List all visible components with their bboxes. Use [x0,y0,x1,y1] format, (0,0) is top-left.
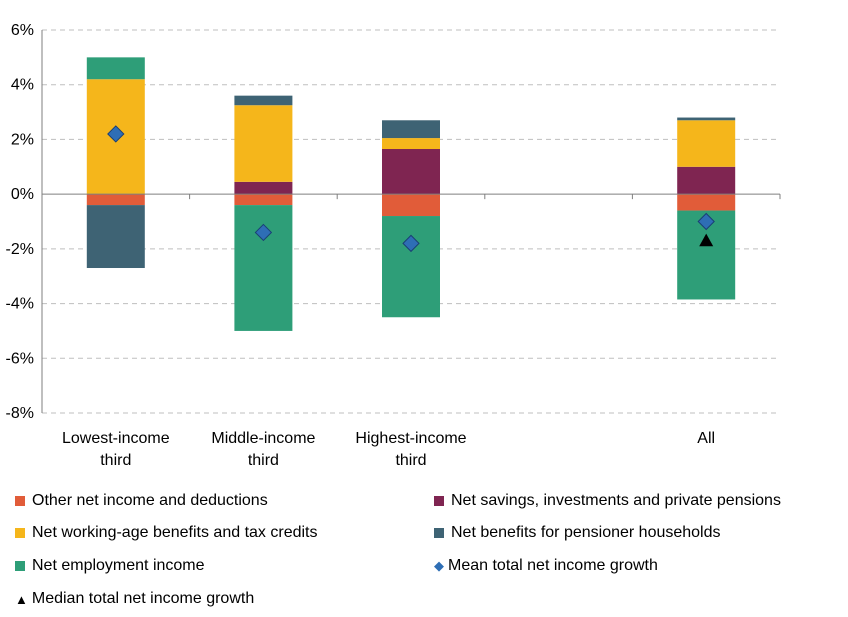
bar-segment [677,120,736,167]
legend-label-mean-growth: Mean total net income growth [448,557,658,574]
legend-item-other-net-income: Other net income and deductions [15,492,268,510]
bar-segment [677,166,736,195]
y-tick-label: -6% [6,350,34,367]
legend-item-pensioner-benefits: Net benefits for pensioner households [434,524,721,542]
legend-item-median-growth: ▲ Median total net income growth [15,590,254,608]
x-category-label: third [248,452,279,469]
stacked-bar-chart: -8% -6% -4% -2% 0% 2% 4% 6% Lowest-income third Mi… [6,22,781,469]
bar-segment [234,181,293,195]
legend-swatch-net-savings [434,496,444,506]
bar-segment [677,194,736,211]
legend-label-other-net-income: Other net income and deductions [32,492,268,509]
legend: Other net income and deductions Net savi… [0,485,848,617]
legend-item-employment-income: Net employment income [15,557,205,575]
y-tick-label: -8% [6,405,34,422]
y-tick-label: -4% [6,296,34,313]
mean-growth-marker [402,234,420,253]
legend-swatch-working-age-benefits [15,528,25,538]
bar-segment [382,216,440,318]
bar-segment [234,95,293,106]
legend-swatch-pensioner-benefits [434,528,444,538]
mean-growth-marker [254,223,273,242]
x-category-label: Highest-income [355,430,466,447]
legend-label-net-savings: Net savings, investments and private pen… [451,492,781,509]
legend-label-pensioner-benefits: Net benefits for pensioner households [451,524,721,541]
median-growth-marker [699,233,714,247]
diamond-icon: ◆ [434,558,444,573]
x-category-label: Lowest-income [62,430,170,447]
x-category-label: Middle-income [211,430,315,447]
bar-segment [86,194,145,206]
triangle-icon: ▲ [15,591,28,607]
bar-segment [234,194,293,206]
legend-swatch-other-net-income [15,496,25,506]
y-tick-label: -2% [6,241,34,258]
bar-segment [86,57,145,80]
bar-segment [382,149,440,195]
x-category-label: third [100,452,131,469]
y-tick-label: 0% [11,186,34,203]
legend-label-employment-income: Net employment income [32,557,205,574]
x-category-label: third [395,452,426,469]
bar-segment [382,194,440,217]
y-tick-label: 6% [11,22,34,39]
bar-segment [86,205,145,269]
y-tick-label: 4% [11,77,34,94]
legend-item-mean-growth: ◆ Mean total net income growth [434,557,658,575]
bar-segment [382,120,440,139]
legend-item-net-savings: Net savings, investments and private pen… [434,492,781,510]
legend-swatch-employment-income [15,561,25,571]
mean-growth-marker [107,125,125,143]
mean-growth-marker [697,212,715,231]
legend-label-working-age-benefits: Net working-age benefits and tax credits [32,524,318,541]
y-tick-label: 2% [11,131,34,148]
legend-item-working-age-benefits: Net working-age benefits and tax credits [15,524,317,542]
legend-label-median-growth: Median total net income growth [31,590,255,607]
x-category-label: All [697,430,715,447]
bar-segment [677,117,736,121]
bar-segment [382,138,440,150]
bar-segment [234,105,293,182]
